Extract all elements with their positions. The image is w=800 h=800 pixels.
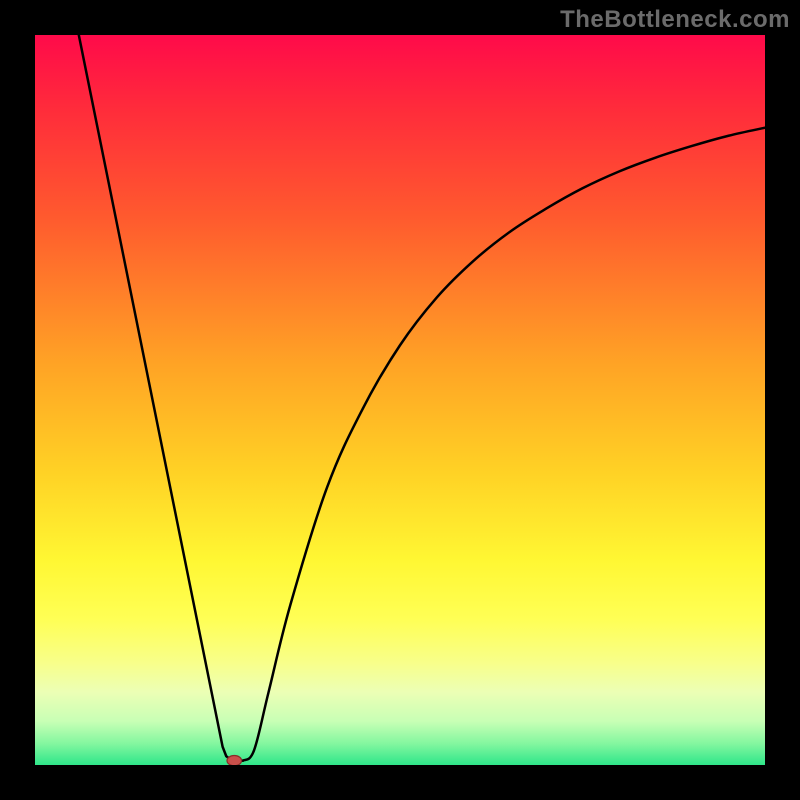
gradient-background [35,35,765,765]
chart-frame: TheBottleneck.com [0,0,800,800]
minimum-marker [227,756,242,765]
watermark-text: TheBottleneck.com [560,6,790,34]
plot-area [35,35,765,765]
chart-svg [35,35,765,765]
